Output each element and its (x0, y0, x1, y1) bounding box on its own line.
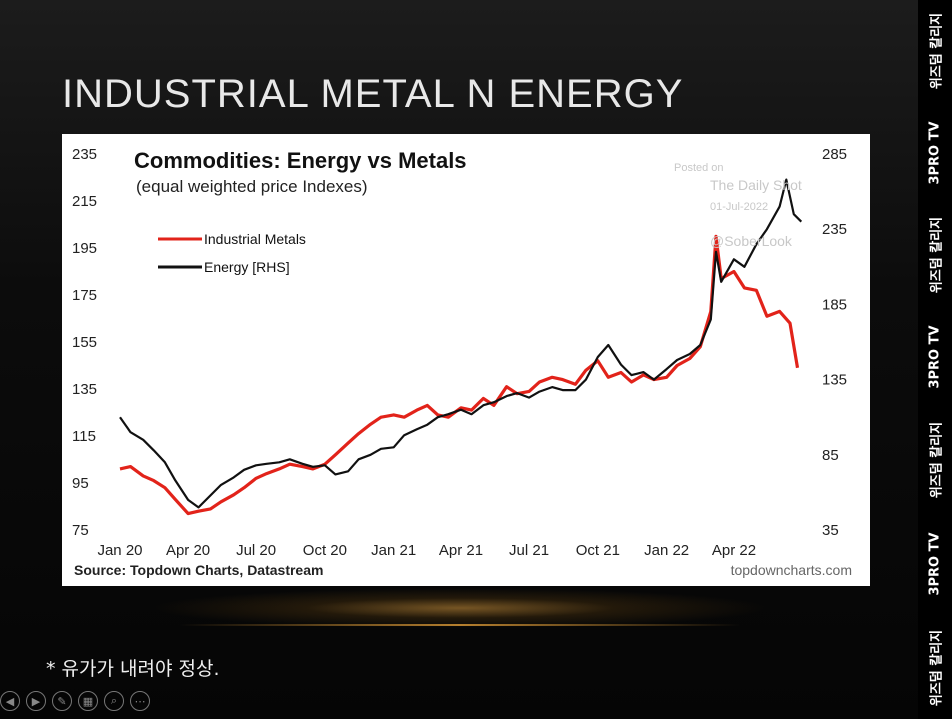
legend-metals-label: Industrial Metals (204, 231, 306, 247)
channel-label: 3PRO TV (927, 532, 943, 596)
next-icon[interactable]: ▶ (26, 691, 46, 711)
y-tick-right: 235 (822, 221, 847, 238)
series-line-energy (119, 178, 803, 509)
y-tick-right: 185 (822, 296, 847, 313)
channel-label: 위즈덤 칼리지 (929, 216, 945, 294)
pen-icon[interactable]: ✎ (52, 691, 72, 711)
watermark-text: Posted on (674, 162, 724, 174)
presentation-slide: INDUSTRIAL METAL N ENERGY 75 95 115 135 155 1… (0, 0, 918, 719)
y-tick-left: 135 (72, 381, 97, 398)
channel-watermark-strip: 위즈덤 칼리지 3PRO TV 위즈덤 칼리지 3PRO TV 위즈덤 칼리지 … (918, 0, 952, 719)
x-tick: Jan 22 (644, 542, 689, 559)
x-tick: Apr 22 (712, 542, 756, 559)
y-tick-right: 35 (822, 522, 839, 539)
y-tick-left: 195 (72, 240, 97, 257)
series-line-industrial-metals (119, 234, 800, 516)
y-tick-left: 75 (72, 522, 89, 539)
y-tick-right: 285 (822, 146, 847, 163)
channel-label: 위즈덤 칼리지 (929, 421, 945, 499)
slide-title: INDUSTRIAL METAL N ENERGY (62, 72, 684, 116)
chart-panel: 75 95 115 135 155 175 195 215 235 35 85 135 185 235 2… (62, 134, 870, 586)
y-tick-left: 155 (72, 334, 97, 351)
watermark-text: 01-Jul-2022 (710, 201, 768, 213)
y-tick-left: 235 (72, 146, 97, 163)
prev-icon[interactable]: ◀ (0, 691, 20, 711)
watermark-text: @SoberLook (710, 233, 793, 249)
y-tick-right: 85 (822, 447, 839, 464)
y-tick-left: 215 (72, 193, 97, 210)
decorative-glow-line (180, 624, 740, 626)
channel-label: 3PRO TV (927, 121, 943, 185)
y-tick-left: 95 (72, 475, 89, 492)
x-tick: Oct 21 (576, 542, 620, 559)
source-note: Source: Topdown Charts, Datastream (74, 562, 323, 578)
zoom-icon[interactable]: ⌕ (104, 691, 124, 711)
channel-label: 위즈덤 칼리지 (929, 629, 945, 706)
channel-label: 위즈덤 칼리지 (929, 12, 945, 90)
x-tick: Apr 21 (439, 542, 483, 559)
x-tick: Oct 20 (303, 542, 347, 559)
y-tick-right: 135 (822, 372, 847, 389)
channel-label: 3PRO TV (927, 325, 943, 389)
x-tick: Jan 21 (371, 542, 416, 559)
legend-energy-label: Energy [RHS] (204, 259, 290, 275)
slides-icon[interactable]: ▦ (78, 691, 98, 711)
x-tick: Jan 20 (97, 542, 142, 559)
slide-footnote: * 유가가 내려야 정상. (46, 658, 220, 680)
y-tick-left: 175 (72, 287, 97, 304)
commodities-chart: 75 95 115 135 155 175 195 215 235 35 85 135 185 235 2… (72, 146, 852, 578)
x-tick: Apr 20 (166, 542, 210, 559)
decorative-glow (150, 588, 770, 628)
more-icon[interactable]: ⋯ (130, 691, 150, 711)
y-tick-left: 115 (72, 428, 96, 445)
site-url: topdowncharts.com (731, 562, 852, 578)
watermark-text: The Daily Shot (710, 177, 802, 193)
x-tick: Jul 20 (236, 542, 276, 559)
chart-subtitle: (equal weighted price Indexes) (136, 177, 368, 196)
chart-title: Commodities: Energy vs Metals (134, 148, 467, 173)
presentation-controls: ◀ ▶ ✎ ▦ ⌕ ⋯ (0, 691, 150, 715)
x-tick: Jul 21 (509, 542, 549, 559)
